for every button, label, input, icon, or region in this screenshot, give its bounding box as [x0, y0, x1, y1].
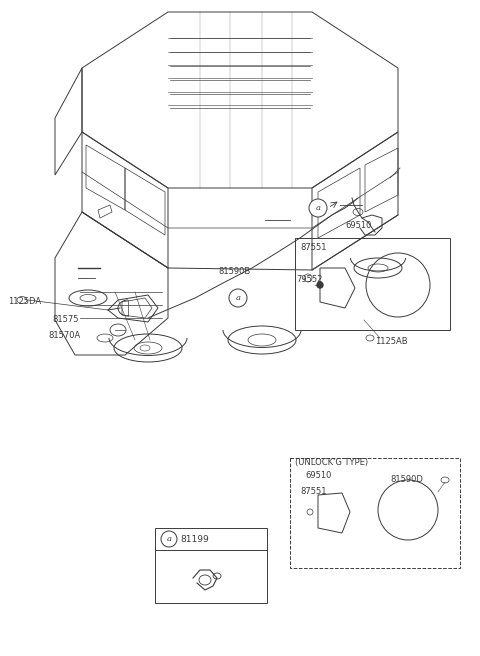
Bar	[290, 458, 460, 568]
Circle shape	[161, 531, 177, 547]
Text: 81590D: 81590D	[390, 476, 423, 485]
Text: 1125DA: 1125DA	[8, 298, 41, 306]
Text: 69510: 69510	[345, 220, 372, 230]
Text: 69510: 69510	[305, 472, 331, 480]
Text: a: a	[315, 204, 321, 212]
Text: 81575: 81575	[52, 316, 79, 325]
Circle shape	[309, 199, 327, 217]
Text: 81199: 81199	[180, 535, 209, 544]
Text: 79552: 79552	[296, 276, 323, 285]
Text: a: a	[167, 535, 171, 543]
Bar	[155, 528, 267, 603]
Text: 1125AB: 1125AB	[375, 337, 408, 346]
Text: (UNLOCK'G TYPE): (UNLOCK'G TYPE)	[295, 457, 368, 466]
Circle shape	[229, 289, 247, 307]
Text: 87551: 87551	[300, 487, 326, 497]
Text: a: a	[236, 294, 240, 302]
Text: 81570A: 81570A	[48, 331, 80, 340]
Bar	[295, 238, 450, 330]
Text: 81590B: 81590B	[218, 268, 250, 276]
Text: 87551: 87551	[300, 243, 326, 253]
Circle shape	[317, 282, 323, 288]
